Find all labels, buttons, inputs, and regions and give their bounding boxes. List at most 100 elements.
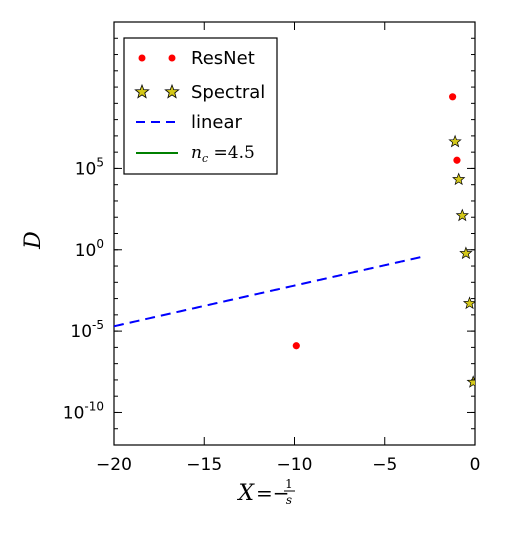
resnet-point	[167, 0, 174, 4]
y-tick-label: 105	[75, 155, 104, 179]
resnet-point	[262, 0, 269, 4]
resnet-point	[349, 0, 356, 4]
plot-marks	[110, 0, 475, 388]
spectral-point	[455, 208, 469, 222]
axes: −20 −15 −10 −5 0 10-10 10-5 100 105	[63, 21, 481, 475]
legend-spectral-marker-1	[134, 83, 150, 99]
resnet-point	[414, 0, 421, 4]
resnet-point	[336, 0, 343, 4]
x-tick-label: −5	[372, 455, 397, 475]
resnet-point	[254, 0, 261, 4]
resnet-point	[293, 0, 300, 4]
resnet-point	[275, 0, 282, 4]
resnet-point	[362, 0, 369, 4]
resnet-point	[241, 0, 248, 4]
resnet-point	[145, 0, 152, 4]
resnet-point	[297, 0, 304, 4]
resnet-point	[115, 0, 122, 4]
resnet-point	[406, 0, 413, 4]
resnet-point	[232, 0, 239, 4]
resnet-point	[371, 0, 378, 4]
resnet-point	[228, 0, 235, 4]
legend-resnet-marker-2	[168, 54, 176, 62]
resnet-point	[206, 0, 213, 4]
resnet-point	[128, 0, 135, 4]
resnet-point	[267, 0, 274, 4]
resnet-point	[340, 0, 347, 4]
resnet-point	[154, 0, 161, 4]
resnet-point	[180, 0, 187, 4]
y-axis-label: D	[21, 231, 46, 250]
legend-box	[123, 37, 278, 175]
x-tick-label: −15	[186, 455, 222, 475]
resnet-point	[375, 0, 382, 4]
resnet-point	[327, 0, 334, 4]
resnet-point	[393, 0, 400, 4]
resnet-point	[245, 0, 252, 4]
resnet-point	[319, 0, 326, 4]
resnet-point	[171, 0, 178, 4]
resnet-point	[301, 0, 308, 4]
x-tick-label: 0	[470, 455, 481, 475]
resnet-point	[110, 0, 117, 4]
resnet-point	[292, 342, 300, 350]
resnet-point	[449, 93, 457, 101]
resnet-point	[423, 0, 430, 4]
resnet-point	[397, 0, 404, 4]
y-tick-label: 100	[75, 237, 104, 261]
resnet-point	[193, 0, 200, 4]
resnet-point	[123, 0, 130, 4]
x-tick-label: −20	[96, 455, 132, 475]
resnet-point	[162, 0, 169, 4]
series-linear-line	[114, 255, 426, 328]
resnet-point	[280, 0, 287, 4]
resnet-point	[440, 0, 447, 4]
legend-spectral-marker-2	[164, 83, 180, 99]
resnet-point	[345, 0, 352, 4]
resnet-point	[215, 0, 222, 4]
x-axis-label: X =− 1 s	[236, 477, 295, 507]
spectral-point	[459, 246, 473, 260]
resnet-point	[197, 0, 204, 4]
svg-text:=−: =−	[256, 481, 290, 505]
resnet-point	[401, 0, 408, 4]
resnet-point	[354, 0, 361, 4]
y-tick-label: 10-5	[70, 318, 104, 342]
x-tick-label: −10	[277, 455, 313, 475]
resnet-point	[202, 0, 209, 4]
spectral-point	[462, 296, 475, 310]
resnet-point	[132, 0, 139, 4]
resnet-point	[380, 0, 387, 4]
resnet-point	[258, 0, 265, 4]
resnet-point	[288, 0, 295, 4]
resnet-point	[184, 0, 191, 4]
legend-label-resnet: ResNet	[191, 48, 255, 69]
resnet-point	[314, 0, 321, 4]
resnet-point	[284, 0, 291, 4]
resnet-point	[310, 0, 317, 4]
resnet-point	[158, 0, 165, 4]
svg-text:X: X	[236, 481, 255, 506]
resnet-point	[249, 0, 256, 4]
svg-text:1: 1	[285, 477, 293, 491]
resnet-point	[119, 0, 126, 4]
legend-label-linear: linear	[191, 112, 243, 133]
resnet-point	[176, 0, 183, 4]
resnet-point	[219, 0, 226, 4]
resnet-point	[388, 0, 395, 4]
resnet-point	[384, 0, 391, 4]
spectral-point	[466, 375, 475, 388]
resnet-point	[367, 0, 374, 4]
resnet-point	[410, 0, 417, 4]
resnet-point	[453, 156, 461, 164]
resnet-point	[236, 0, 243, 4]
resnet-point	[223, 0, 230, 4]
legend: ResNet Spectral linear nc =4.5	[123, 37, 278, 175]
resnet-point	[136, 0, 143, 4]
spectral-point	[448, 134, 462, 148]
legend-label-spectral: Spectral	[191, 82, 265, 103]
spectral-point	[452, 172, 466, 186]
resnet-point	[445, 0, 452, 4]
resnet-point	[210, 0, 217, 4]
